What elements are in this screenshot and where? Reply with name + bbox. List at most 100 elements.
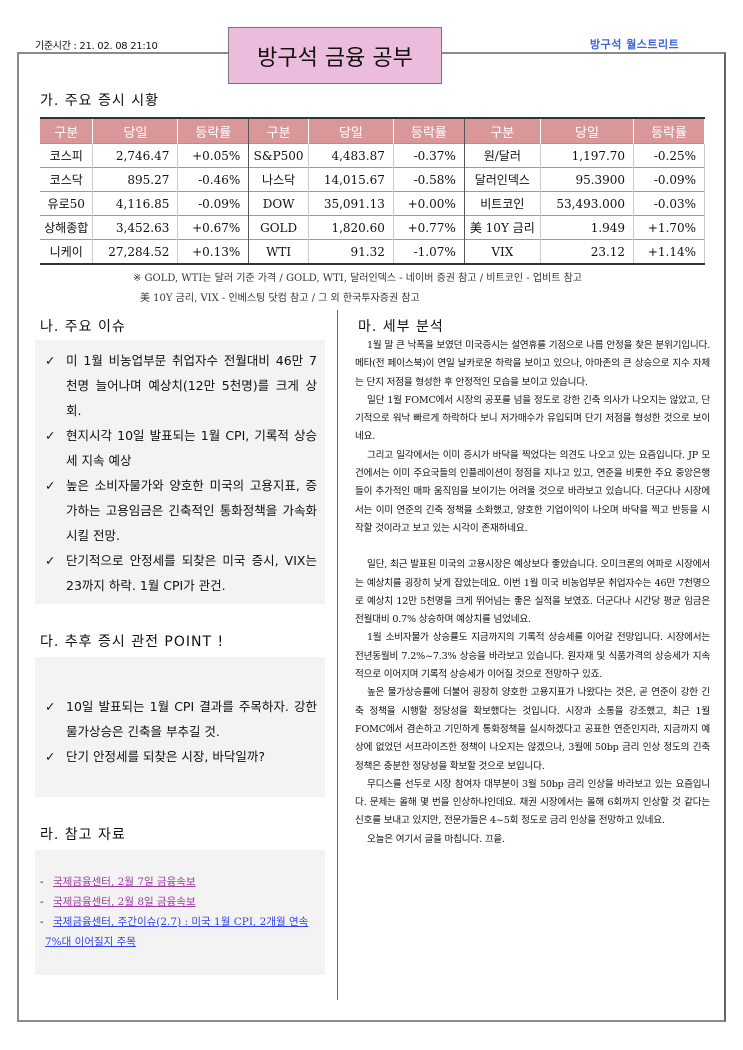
market-table: 구분 당일 등락률 구분 당일 등락률 구분 당일 등락률 코스피 2,746.47 +0.05% S… (40, 117, 705, 265)
index-name: DOW (248, 191, 309, 216)
section-heading-market: 가. 주요 증시 시황 (40, 93, 159, 109)
check-icon: ✓ (45, 553, 56, 568)
index-value: 1,820.60 (308, 215, 394, 240)
list-item: ✓ 미 1월 비농업부문 취업자수 전월대비 46만 7천명 늘어나며 예상치(1… (35, 348, 325, 423)
reference-item: - 국제금융센터, 2월 7일 금융속보 (40, 876, 196, 888)
reference-item: - 국제금융센터, 주간이슈(2.7) : 미국 1월 CPI, 2개월 연속 7… (35, 912, 320, 952)
section-heading-references: 라. 참고 자료 (40, 827, 126, 843)
column-divider (337, 310, 338, 1000)
issues-list: ✓ 미 1월 비농업부문 취업자수 전월대비 46만 7천명 늘어나며 예상치(1… (35, 348, 325, 598)
index-change: +0.00% (393, 191, 465, 216)
references-list: - 국제금융센터, 2월 7일 금융속보 - 국제금융센터, 2월 8일 금융속보 … (35, 872, 320, 952)
index-change: +0.67% (177, 215, 250, 240)
check-icon: ✓ (45, 428, 56, 443)
table-note: 美 10Y 금리, VIX - 인베스팅 닷컴 참고 / 그 외 한국투자증권 … (140, 293, 420, 304)
reference-item: - 국제금융센터, 2월 8일 금융속보 (40, 896, 196, 908)
index-value: 14,015.67 (308, 167, 394, 192)
list-item: ✓ 단기 안정세를 되찾은 시장, 바닥일까? (35, 744, 325, 769)
index-change: +1.70% (633, 215, 705, 240)
index-change: -0.37% (393, 143, 465, 168)
index-name: 美 10Y 금리 (464, 215, 541, 240)
reference-link[interactable]: 국제금융센터, 2월 7일 금융속보 (53, 876, 196, 888)
index-name: S&P500 (248, 143, 309, 168)
index-value: 27,284.52 (92, 239, 179, 264)
index-name: VIX (464, 239, 541, 264)
table-note: ※ GOLD, WTI는 달러 기준 가격 / GOLD, WTI, 달러인덱스… (133, 273, 583, 284)
index-value: 4,116.85 (92, 191, 179, 216)
column-header: 구분 (248, 118, 309, 144)
logo: 방구석 월스트리트 (590, 38, 680, 51)
references-box (35, 850, 325, 975)
index-value: 2,746.47 (92, 143, 179, 168)
reference-link[interactable]: 국제금융센터, 2월 8일 금융속보 (53, 896, 196, 908)
index-name: 코스피 (40, 143, 94, 168)
table-row: 상해종합 3,452.63 +0.67% GOLD 1,820.60 +0.77% 美 10… (40, 215, 705, 240)
paragraph: 오늘은 여기서 글을 마칩니다. 끄읕. (367, 833, 505, 845)
index-value: 1.949 (540, 215, 635, 240)
index-name: 상해종합 (40, 215, 94, 240)
column-header: 등락률 (177, 118, 250, 144)
index-value: 23.12 (540, 239, 635, 264)
index-value: 1,197.70 (540, 143, 635, 168)
index-name: 비트코인 (464, 191, 541, 216)
paragraph: 그리고 일각에서는 이미 증시가 바닥을 찍었다는 의견도 나오고 있는 요즘입… (355, 449, 710, 534)
index-change: +0.05% (177, 143, 250, 168)
column-header: 당일 (92, 118, 179, 144)
list-item: ✓ 높은 소비자물가와 양호한 미국의 고용지표, 증가하는 고용임금은 긴축적인… (35, 473, 325, 548)
page-title: 방구석 금융 공부 (228, 27, 442, 84)
check-icon: ✓ (45, 749, 56, 764)
index-change: +1.14% (633, 239, 705, 264)
check-icon: ✓ (45, 353, 56, 368)
index-name: 유로50 (40, 191, 94, 216)
section-heading-points: 다. 추후 증시 관전 POINT ! (40, 634, 225, 650)
section-heading-analysis: 마. 세부 분석 (358, 319, 444, 335)
reference-link[interactable]: 국제금융센터, 주간이슈(2.7) : 미국 1월 CPI, 2개월 연속 7%… (45, 916, 309, 948)
paragraph: 1월 소비자물가 상승률도 지금까지의 기록적 상승세를 이어갈 전망입니다. … (355, 632, 710, 681)
check-icon: ✓ (45, 699, 56, 714)
column-header: 당일 (308, 118, 394, 144)
table-row: 유로50 4,116.85 -0.09% DOW 35,091.13 +0.00% 비트코인… (40, 191, 705, 216)
index-name: 니케이 (40, 239, 94, 264)
index-value: 35,091.13 (308, 191, 394, 216)
index-change: -0.09% (633, 167, 705, 192)
analysis-text: 1월 말 큰 낙폭을 보였던 미국증시는 설연휴를 기점으로 나름 안정을 찾은… (355, 337, 710, 849)
index-name: GOLD (248, 215, 309, 240)
index-change: -1.07% (393, 239, 465, 264)
index-value: 3,452.63 (92, 215, 179, 240)
column-header: 등락률 (393, 118, 465, 144)
index-name: 나스닥 (248, 167, 309, 192)
column-header: 구분 (40, 118, 94, 144)
index-value: 53,493.000 (540, 191, 635, 216)
index-change: -0.09% (177, 191, 250, 216)
list-item: ✓ 단기적으로 안정세를 되찾은 미국 증시, VIX는 23까지 하락. 1월 … (35, 548, 325, 598)
index-name: 달러인덱스 (464, 167, 541, 192)
list-item: ✓ 현지시각 10일 발표되는 1월 CPI, 기록적 상승세 지속 예상 (35, 423, 325, 473)
index-change: -0.58% (393, 167, 465, 192)
points-box (35, 657, 325, 797)
index-value: 4,483.87 (308, 143, 394, 168)
paragraph: 일단 1월 FOMC에서 시장의 공포를 넘을 정도로 강한 긴축 의사가 나오… (355, 394, 710, 443)
column-header: 구분 (464, 118, 541, 144)
table-row: 니케이 27,284.52 +0.13% WTI 91.32 -1.07% VIX 23.12… (40, 239, 705, 264)
base-time: 기준시간 : 21. 02. 08 21:10 (35, 41, 158, 52)
section-heading-issues: 나. 주요 이슈 (40, 319, 126, 335)
table-row: 코스피 2,746.47 +0.05% S&P500 4,483.87 -0.37% 원/달… (40, 143, 705, 168)
check-icon: ✓ (45, 478, 56, 493)
paragraph: 무디스를 선두로 시장 참여자 대부분이 3월 50bp 금리 인상을 바라보고… (355, 778, 710, 827)
index-change: -0.46% (177, 167, 250, 192)
index-name: 코스닥 (40, 167, 94, 192)
paragraph: 높은 물가상승률에 더불어 굉장히 양호한 고용지표가 나왔다는 것은, 곧 연… (355, 687, 710, 772)
index-name: WTI (248, 239, 309, 264)
column-header: 당일 (540, 118, 635, 144)
issues-box (35, 340, 325, 604)
index-value: 895.27 (92, 167, 179, 192)
index-value: 95.3900 (540, 167, 635, 192)
paragraph: 일단, 최근 발표된 미국의 고용시장은 예상보다 좋았습니다. 오미크론의 여… (355, 559, 710, 626)
index-value: 91.32 (308, 239, 394, 264)
index-name: 원/달러 (464, 143, 541, 168)
table-row: 코스닥 895.27 -0.46% 나스닥 14,015.67 -0.58% 달러인덱스 95… (40, 167, 705, 192)
index-change: +0.77% (393, 215, 465, 240)
paragraph: 1월 말 큰 낙폭을 보였던 미국증시는 설연휴를 기점으로 나름 안정을 찾은… (355, 340, 710, 388)
points-list: ✓ 10일 발표되는 1월 CPI 결과를 주목하자. 강한 물가상승은 긴축을 … (35, 694, 325, 769)
list-item: ✓ 10일 발표되는 1월 CPI 결과를 주목하자. 강한 물가상승은 긴축을 … (35, 694, 325, 744)
